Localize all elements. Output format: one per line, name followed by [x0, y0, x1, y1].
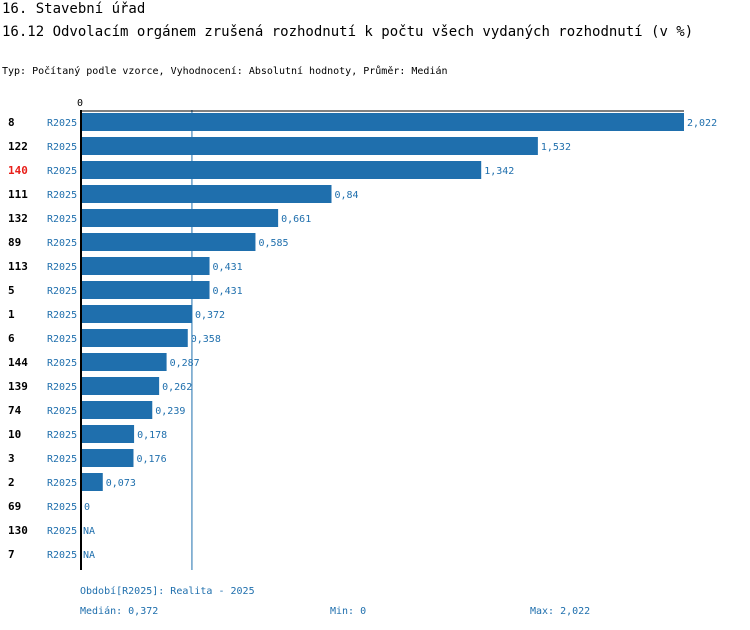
bar: [81, 377, 160, 395]
chart-subtitle: Typ: Počítaný podle vzorce, Vyhodnocení:…: [2, 66, 448, 77]
series-label: R2025: [47, 286, 77, 297]
series-label: R2025: [47, 430, 77, 441]
series-label: R2025: [47, 454, 77, 465]
chart-title: 16.12 Odvolacím orgánem zrušená rozhodnu…: [2, 24, 694, 40]
category-label: 144: [8, 356, 28, 369]
bar: [81, 137, 538, 155]
category-label: 10: [8, 428, 21, 441]
bar: [81, 305, 192, 323]
value-label: 0,431: [213, 262, 243, 273]
value-label: 0: [84, 502, 90, 513]
series-label: R2025: [47, 310, 77, 321]
axis-zero-label: 0: [77, 98, 83, 109]
category-label: 69: [8, 500, 21, 513]
bar: [81, 425, 135, 443]
bar: [81, 233, 256, 251]
category-label: 1: [8, 308, 15, 321]
series-label: R2025: [47, 166, 77, 177]
bar: [81, 257, 210, 275]
footer-period: Období[R2025]: Realita - 2025: [80, 586, 255, 597]
value-label: 0,178: [137, 430, 167, 441]
value-label: 0,176: [136, 454, 166, 465]
value-label: NA: [83, 550, 95, 561]
series-label: R2025: [47, 406, 77, 417]
category-label: 7: [8, 548, 15, 561]
category-label: 3: [8, 452, 15, 465]
value-label: 0,073: [106, 478, 136, 489]
series-label: R2025: [47, 526, 77, 537]
series-label: R2025: [47, 502, 77, 513]
series-label: R2025: [47, 382, 77, 393]
category-label: 2: [8, 476, 15, 489]
footer-min: Min: 0: [330, 606, 367, 617]
bar: [81, 113, 684, 131]
series-label: R2025: [47, 478, 77, 489]
value-label: 0,262: [162, 382, 192, 393]
category-label: 113: [8, 260, 28, 273]
bar: [81, 473, 103, 491]
series-label: R2025: [47, 190, 77, 201]
category-label: 132: [8, 212, 28, 225]
series-label: R2025: [47, 214, 77, 225]
value-label: NA: [83, 526, 95, 537]
value-label: 0,372: [195, 310, 225, 321]
bar: [81, 281, 210, 299]
value-label: 0,661: [281, 214, 311, 225]
value-label: 0,358: [191, 334, 221, 345]
category-label: 122: [8, 140, 28, 153]
footer-max: Max: 2,022: [530, 606, 591, 617]
series-label: R2025: [47, 550, 77, 561]
series-label: R2025: [47, 262, 77, 273]
series-label: R2025: [47, 118, 77, 129]
series-label: R2025: [47, 334, 77, 345]
bar: [81, 185, 332, 203]
series-label: R2025: [47, 238, 77, 249]
category-label: 5: [8, 284, 15, 297]
value-label: 0,585: [258, 238, 288, 249]
category-label: 130: [8, 524, 28, 537]
bar: [81, 449, 134, 467]
value-label: 1,342: [484, 166, 514, 177]
bar: [81, 401, 153, 419]
bar: [81, 353, 167, 371]
value-label: 0,287: [170, 358, 200, 369]
section-title: 16. Stavební úřad: [2, 1, 146, 17]
value-label: 0,239: [155, 406, 185, 417]
value-label: 0,84: [335, 190, 359, 201]
series-label: R2025: [47, 358, 77, 369]
category-label: 74: [8, 404, 22, 417]
footer-median: Medián: 0,372: [80, 606, 159, 617]
bar: [81, 209, 279, 227]
bar: [81, 329, 188, 347]
bar: [81, 161, 482, 179]
series-label: R2025: [47, 142, 77, 153]
category-label: 140: [8, 164, 28, 177]
value-label: 1,532: [541, 142, 571, 153]
category-label: 8: [8, 116, 15, 129]
category-label: 89: [8, 236, 21, 249]
value-label: 0,431: [213, 286, 243, 297]
category-label: 139: [8, 380, 28, 393]
category-label: 6: [8, 332, 15, 345]
category-label: 111: [8, 188, 28, 201]
value-label: 2,022: [687, 118, 717, 129]
